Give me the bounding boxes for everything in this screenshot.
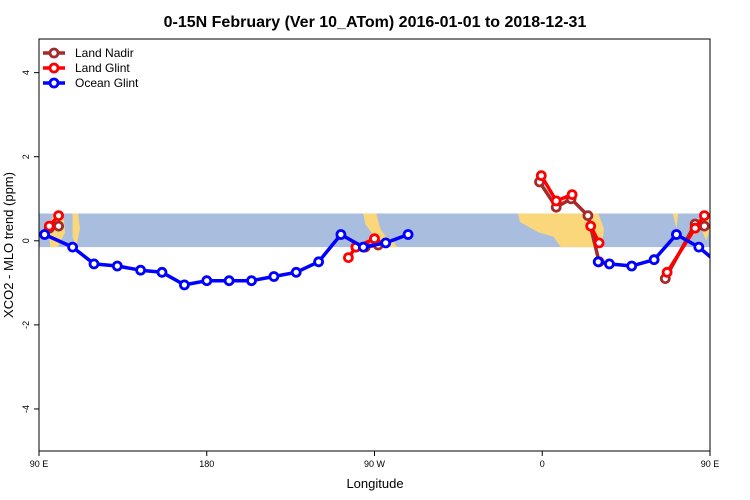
data-point — [223, 275, 235, 287]
data-point — [740, 264, 748, 272]
legend-item-land-nadir: Land Nadir — [43, 46, 134, 60]
data-point — [313, 256, 325, 268]
data-point — [592, 256, 604, 268]
series-ocean-glint — [39, 229, 748, 291]
data-point — [268, 271, 280, 282]
data-point — [699, 220, 710, 232]
data-point — [67, 241, 78, 253]
data-point — [566, 189, 578, 201]
legend-label: Land Nadir — [75, 46, 134, 60]
data-point — [402, 229, 414, 240]
x-tick-label: 0 — [540, 459, 545, 469]
x-tick-label: 90 E — [30, 459, 49, 469]
x-tick-label: 180 — [199, 459, 214, 469]
y-axis-label: XCO2 - MLO trend (ppm) — [1, 172, 16, 318]
data-point — [582, 210, 594, 222]
data-point — [380, 237, 392, 249]
x-axis-label: Longitude — [346, 476, 403, 491]
data-point — [671, 229, 682, 240]
legend-marker — [48, 47, 60, 59]
land-india — [672, 213, 679, 229]
data-point — [178, 279, 190, 291]
data-point — [661, 266, 673, 278]
land-borneo — [72, 213, 80, 248]
data-point — [593, 237, 605, 249]
data-point — [201, 275, 213, 287]
data-point — [156, 266, 168, 278]
x-tick-label: 90 W — [364, 459, 386, 469]
data-point — [369, 233, 380, 245]
data-point — [53, 210, 64, 222]
y-axis: -4 -2 0 2 4 — [21, 70, 39, 413]
legend-marker — [48, 62, 60, 74]
legend-label: Land Glint — [75, 61, 130, 75]
data-point — [585, 220, 597, 232]
x-tick-label: 90 E — [701, 459, 720, 469]
series-land-glint — [43, 170, 710, 278]
data-point — [693, 241, 705, 253]
data-point — [39, 229, 50, 240]
y-tick-label: 2 — [21, 154, 31, 159]
land-africa — [518, 213, 604, 248]
data-point — [626, 260, 638, 272]
legend-item-ocean-glint: Ocean Glint — [43, 76, 139, 90]
data-point — [357, 241, 369, 253]
chart-title: 0-15N February (Ver 10_ATom) 2016-01-01 … — [164, 14, 587, 31]
data-point — [550, 195, 562, 207]
data-point — [290, 266, 302, 278]
data-point — [111, 260, 123, 272]
y-tick-label: -2 — [21, 321, 31, 329]
legend-marker — [48, 77, 60, 89]
data-point — [717, 262, 725, 270]
data-point — [135, 264, 147, 276]
data-point — [53, 220, 64, 232]
land-indonesia — [714, 237, 722, 245]
y-tick-label: 0 — [21, 238, 31, 243]
data-point — [699, 210, 710, 222]
data-point — [535, 170, 547, 182]
data-point — [648, 254, 660, 266]
data-point — [88, 258, 100, 270]
data-point — [335, 229, 347, 240]
x-axis: 90 E 180 90 W 0 90 E — [30, 451, 720, 469]
data-point — [342, 252, 354, 264]
legend-label: Ocean Glint — [75, 76, 139, 90]
y-tick-label: 4 — [21, 70, 31, 75]
data-point — [689, 222, 701, 234]
series-layer — [39, 170, 748, 291]
data-point — [246, 275, 257, 287]
y-tick-label: -4 — [21, 405, 31, 413]
data-point — [43, 220, 55, 232]
data-point — [604, 258, 615, 270]
legend-item-land-glint: Land Glint — [43, 61, 130, 75]
